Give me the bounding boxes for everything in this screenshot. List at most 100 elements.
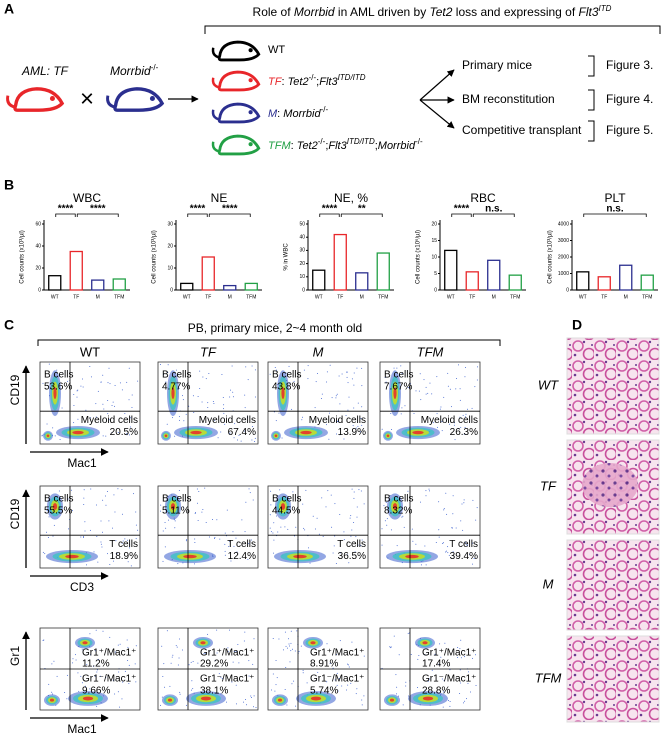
event-dot xyxy=(82,536,84,538)
y-tick-label: 30 xyxy=(299,248,305,254)
event-dot xyxy=(177,563,179,565)
event-dot xyxy=(174,520,176,522)
event-dot xyxy=(105,677,107,679)
event-dot xyxy=(186,539,188,541)
event-dot xyxy=(338,375,340,377)
event-dot xyxy=(135,538,137,540)
event-dot xyxy=(243,640,245,642)
event-dot xyxy=(407,695,409,697)
event-dot xyxy=(237,439,239,441)
event-dot xyxy=(103,408,105,410)
x-tick-label: TFM xyxy=(114,294,124,300)
y-tick-label: 3000 xyxy=(558,238,569,244)
event-dot xyxy=(334,503,336,505)
bar xyxy=(640,274,654,291)
event-dot xyxy=(224,543,226,545)
event-dot xyxy=(121,513,123,515)
event-dot xyxy=(59,439,61,441)
event-dot xyxy=(270,490,272,492)
bar xyxy=(180,282,194,291)
density-blob xyxy=(310,641,316,645)
event-dot xyxy=(229,432,231,434)
event-dot xyxy=(244,631,246,633)
event-dot xyxy=(295,705,297,707)
mouse-icon xyxy=(211,102,261,124)
event-dot xyxy=(465,413,467,415)
event-dot xyxy=(407,632,409,634)
event-dot xyxy=(196,488,198,490)
event-dot xyxy=(241,519,243,521)
event-dot xyxy=(275,515,277,517)
event-dot xyxy=(95,403,97,405)
event-dot xyxy=(56,675,58,677)
event-dot xyxy=(240,440,242,442)
event-dot xyxy=(417,658,419,660)
event-dot xyxy=(277,531,279,533)
y-tick-label: 40 xyxy=(35,243,41,249)
event-dot xyxy=(106,553,108,555)
significance-label: **** xyxy=(222,204,238,215)
event-dot xyxy=(445,550,447,552)
bracket xyxy=(37,339,501,346)
event-dot xyxy=(84,685,86,687)
event-dot xyxy=(205,378,207,380)
flow-plot: Gr1⁺/Mac1⁺29.2% Gr1⁻/Mac1⁺38.1% xyxy=(157,627,259,711)
x-tick-label: M xyxy=(624,294,628,300)
event-dot xyxy=(361,704,363,706)
event-dot xyxy=(321,497,323,499)
event-dot xyxy=(107,399,109,401)
event-dot xyxy=(272,638,274,640)
x-tick-label: TF xyxy=(337,294,343,300)
event-dot xyxy=(204,652,206,654)
bar xyxy=(619,264,633,291)
event-dot xyxy=(276,677,278,679)
event-dot xyxy=(441,678,443,680)
density-blob xyxy=(65,554,79,559)
bar xyxy=(597,276,611,291)
event-dot xyxy=(78,690,80,692)
event-dot xyxy=(303,527,305,529)
event-dot xyxy=(109,564,111,566)
event-dot xyxy=(272,673,274,675)
chart-title: RBC xyxy=(470,191,496,205)
gate-percent: 13.9% xyxy=(338,427,366,438)
bar xyxy=(312,269,326,291)
event-dot xyxy=(452,513,454,515)
event-dot xyxy=(53,524,55,526)
event-dot xyxy=(389,646,391,648)
y-axis-label: CD19 xyxy=(8,498,22,529)
flow-plot: Gr1⁺/Mac1⁺8.91% Gr1⁻/Mac1⁺5.74% xyxy=(267,627,369,711)
event-dot xyxy=(185,704,187,706)
event-dot xyxy=(83,489,85,491)
significance-bracket xyxy=(208,213,251,217)
event-dot xyxy=(220,676,222,678)
gate-percent: 12.4% xyxy=(228,551,256,562)
x-tick-label: TF xyxy=(601,294,607,300)
y-axis-label: Gr1 xyxy=(8,646,22,666)
event-dot xyxy=(443,396,445,398)
y-axis-label: Cell counts (x10⁶/µl) xyxy=(415,230,422,284)
density-blob xyxy=(389,698,395,702)
event-dot xyxy=(185,413,187,415)
gate-percent: 17.4% xyxy=(422,659,450,670)
event-dot xyxy=(336,684,338,686)
event-dot xyxy=(322,535,324,537)
event-dot xyxy=(227,647,229,649)
density-blob xyxy=(82,641,88,645)
event-dot xyxy=(345,414,347,416)
event-dot xyxy=(248,543,250,545)
event-dot xyxy=(438,663,440,665)
event-dot xyxy=(291,683,293,685)
event-dot xyxy=(335,395,337,397)
event-dot xyxy=(117,488,119,490)
event-dot xyxy=(291,408,293,410)
event-dot xyxy=(216,652,218,654)
event-dot xyxy=(77,672,79,674)
event-dot xyxy=(464,366,466,368)
gate-percent: 20.5% xyxy=(110,427,138,438)
event-dot xyxy=(425,490,427,492)
event-dot xyxy=(476,379,478,381)
mouse-icon xyxy=(211,134,261,156)
event-dot xyxy=(452,527,454,529)
